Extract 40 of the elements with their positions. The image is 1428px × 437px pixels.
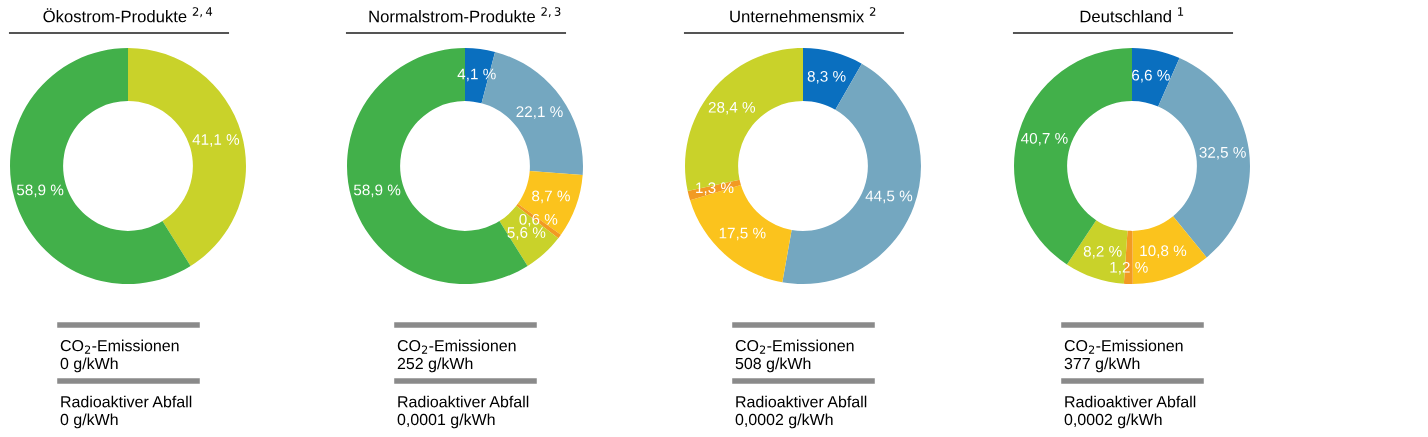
donut-slice [782, 63, 921, 284]
data-label: 32,5 % [1199, 146, 1246, 160]
data-label: 58,9 % [16, 184, 64, 198]
data-label: 5,6 % [507, 227, 546, 240]
text: CO$_{2}$-Emissionen 252 g/kWh [397, 339, 516, 373]
text: Radioaktiver Abfall 0,0002 g/kWh [735, 395, 867, 429]
chart-title: Deutschland $^{1}$ [1080, 7, 1184, 23]
text: Radioaktiver Abfall 0,0002 g/kWh [1064, 395, 1196, 429]
donut-slice [1132, 48, 1180, 107]
data-label: 8,7 % [532, 190, 570, 204]
data-label: 44,5 % [865, 190, 913, 204]
text: CO$_{2}$-Emissionen 508 g/kWh [735, 339, 854, 373]
chart-title: Unternehmensmix $^{2}$ [730, 7, 876, 23]
chart-title: Ökostrom-Produkte $^{2,4}$ [43, 7, 213, 23]
data-label: 6,6 % [1132, 69, 1170, 83]
data-label: 40,7 % [1021, 132, 1068, 146]
data-label: 8,3 % [807, 70, 846, 84]
donut-slice [128, 48, 246, 267]
data-label: 28,4 % [708, 101, 756, 115]
data-label: 17,5 % [719, 227, 766, 241]
data-label: 1,3 % [696, 182, 734, 195]
donut-slice [690, 184, 792, 283]
text: CO$_{2}$-Emissionen 0 g/kWh [60, 339, 179, 373]
donut-slice [10, 48, 191, 284]
donut-slice [481, 51, 583, 175]
data-label: 58,9 % [353, 184, 401, 198]
text: CO$_{2}$-Emissionen 377 g/kWh [1064, 339, 1183, 373]
donut-slice [803, 48, 862, 110]
data-label: 8,2 % [1083, 245, 1122, 259]
data-label: 41,1 % [192, 134, 240, 147]
data-label: 1,2 % [1110, 261, 1148, 275]
chart-title: Normalstrom-Produkte $^{2,3}$ [369, 7, 561, 23]
data-label: 10,8 % [1140, 245, 1187, 258]
donut-slice [1132, 216, 1207, 284]
donut-slice [1066, 220, 1128, 284]
donut-slice [499, 205, 559, 267]
text: Radioaktiver Abfall 0,0001 g/kWh [397, 395, 529, 429]
text: Radioaktiver Abfall 0 g/kWh [60, 395, 192, 429]
data-label: 22,1 % [516, 106, 563, 119]
data-label: 0,6 % [519, 213, 558, 227]
